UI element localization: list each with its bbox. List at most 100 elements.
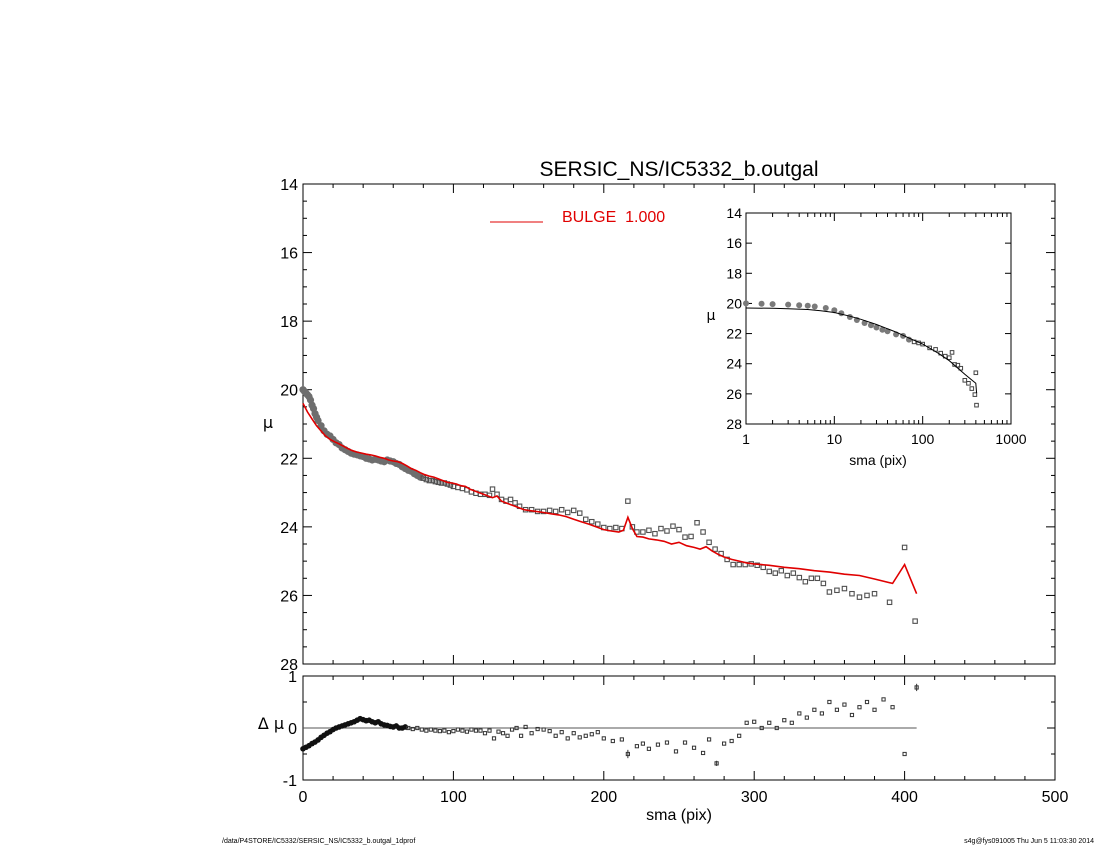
inset-y-tick-label: 18 [726,265,742,281]
residual-point [706,737,712,742]
data-point [871,590,878,597]
residual-point [797,711,802,716]
main-data-points [299,386,918,624]
inset-data-point [966,381,971,386]
main-model-line [302,403,918,595]
inset-y-tick-labels: 14 16 18 20 22 24 26 28 [726,205,742,432]
chart-title: SERSIC_NS/IC5332_b.outgal [540,158,819,181]
data-point [420,475,427,481]
data-point [808,575,815,582]
x-tick-label: 300 [741,789,768,806]
inset-data-point [949,350,955,355]
data-point [688,533,694,540]
data-point [652,530,658,537]
residual-point [535,726,540,732]
data-point [570,507,577,514]
data-point [546,507,553,514]
residual-y-tick-label: -1 [283,773,297,790]
residual-point [553,733,558,738]
data-point [834,587,840,594]
data-point [435,479,442,486]
inset-data-point [811,303,818,310]
residual-point [842,702,847,707]
residual-point [682,740,688,745]
residual-y-axis-label: Δ μ [258,714,284,733]
inset-y-tick-label: 28 [726,416,742,432]
residual-point [673,749,679,754]
data-point [841,585,848,592]
main-ticks [302,183,1056,665]
residual-y-tick-label: 1 [288,669,297,686]
inset-data-point [927,345,932,351]
residual-point [428,727,433,732]
inset-y-tick-label: 16 [726,235,742,251]
residual-x-tick-labels: 0 100 200 300 400 500 [299,789,1069,806]
data-point [595,521,601,527]
legend-label: BULGE 1.000 [562,209,665,226]
data-point [432,478,439,485]
data-point [849,590,855,597]
residual-point [455,727,461,732]
residual-point [625,751,630,757]
residual-point [804,715,809,720]
residual-point [864,699,870,705]
main-y-tick-label: 18 [280,314,298,331]
data-point [613,524,619,531]
inset-x-tick-label: 100 [911,431,935,447]
inset-y-tick-label: 26 [726,386,742,402]
inset-y-tick-label: 22 [726,326,742,342]
residual-point [529,731,534,736]
data-point [802,578,809,585]
residual-point [433,728,438,733]
residual-point [583,733,588,738]
residual-point [496,729,501,734]
residual-point [589,732,594,737]
residual-point [505,733,510,738]
data-point [426,477,433,484]
residual-point [646,746,652,751]
data-point [856,594,863,600]
inset-x-tick-label: 1 [742,431,750,447]
residual-panel: -101 0 100 200 300 400 500 Δ μ sma (pix) [258,669,1069,824]
data-point [700,529,706,535]
inset-y-tick-label: 24 [726,356,742,372]
main-y-tick-label: 22 [280,451,298,468]
data-point [489,486,496,492]
residual-point [547,729,552,734]
residual-point [565,736,570,741]
inset-data-point [822,304,829,311]
inset-data-point [905,336,912,343]
residual-point [744,720,749,725]
residual-point [857,705,862,710]
residual-point [571,731,576,736]
footer-file-path: /data/P4STORE/IC5332/SERSIC_NS/IC5332_b.… [222,838,416,845]
data-point [778,567,785,574]
residual-point [406,725,411,731]
residual-point [402,724,409,730]
data-point [826,589,833,595]
residual-point [914,685,919,690]
residual-data-points [300,683,919,766]
inset-data-point [867,322,874,329]
residual-point [737,733,742,738]
residual-point [782,718,787,723]
inset-data-point [743,300,749,307]
residual-point [729,738,734,744]
x-tick-label: 500 [1042,789,1069,806]
residual-point [437,729,442,734]
residual-point [446,730,451,735]
residual-point [482,731,488,736]
inset-x-tick-labels: 1 10 100 1000 [742,431,1027,447]
residual-point [559,730,564,735]
inset-x-tick-label: 10 [827,431,843,447]
residual-point [541,727,546,732]
main-y-axis-label: μ [263,413,273,432]
inset-data-point [804,302,811,309]
data-point [564,509,571,516]
residual-point [491,736,497,741]
residual-point [752,719,757,724]
data-point [790,570,797,576]
residual-point [415,725,420,731]
inset-x-axis-label: sma (pix) [849,452,907,468]
